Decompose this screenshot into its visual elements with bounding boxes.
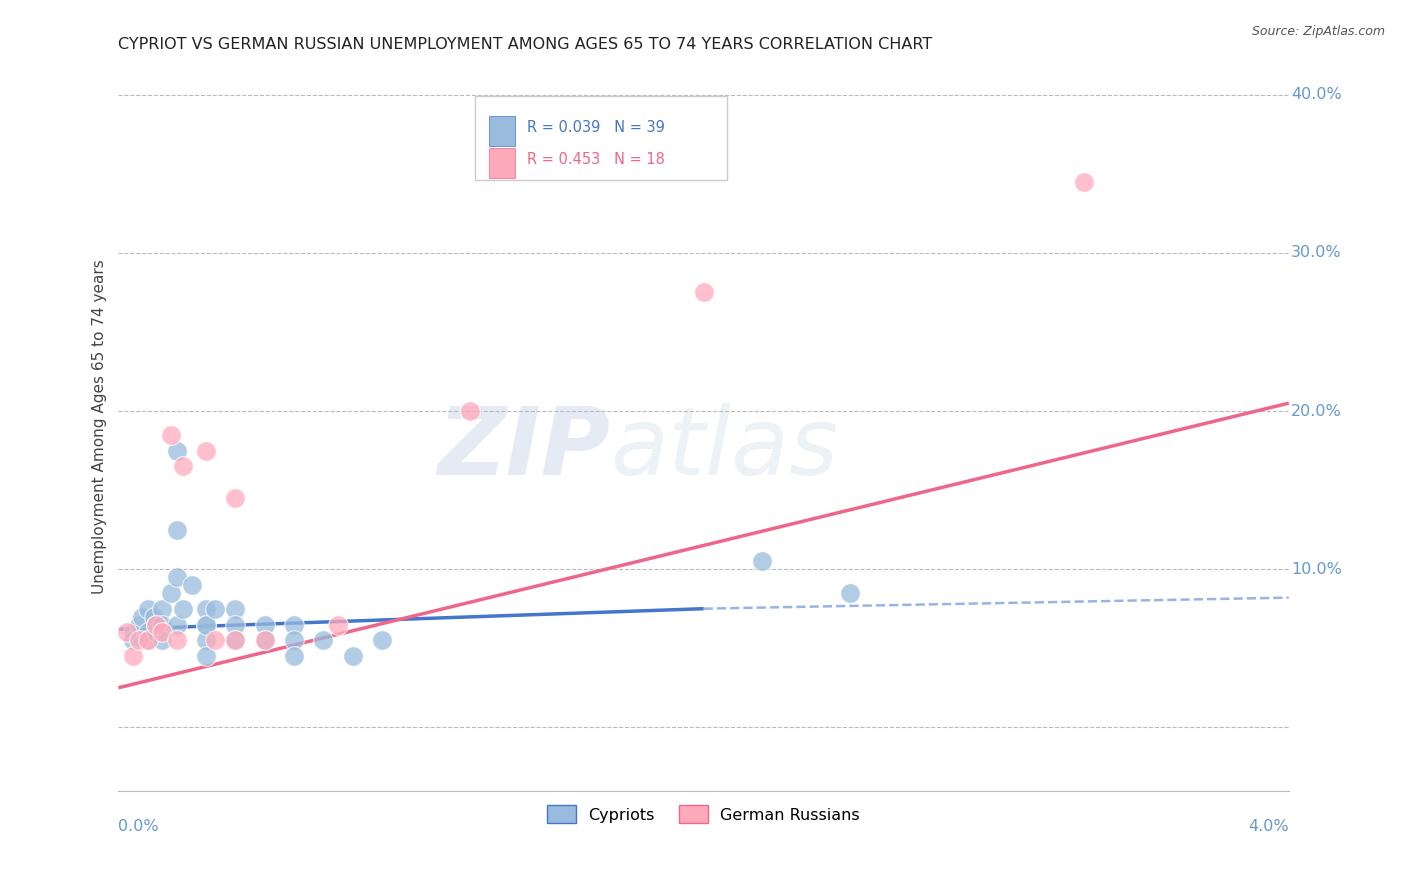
Point [342, 649, 364, 664]
Point [283, 649, 305, 664]
Point [122, 633, 145, 648]
Point [195, 649, 218, 664]
Text: R = 0.453   N = 18: R = 0.453 N = 18 [527, 152, 665, 167]
Point [166, 443, 188, 458]
Point [195, 443, 218, 458]
Point [166, 617, 188, 632]
Point [224, 633, 246, 648]
Point [150, 601, 173, 615]
Point [371, 633, 394, 648]
Point [160, 427, 183, 442]
Text: 30.0%: 30.0% [1291, 245, 1341, 260]
Point [136, 625, 159, 640]
Point [160, 586, 183, 600]
Text: 10.0%: 10.0% [1291, 562, 1341, 576]
Point [458, 404, 481, 418]
Text: atlas: atlas [610, 403, 838, 494]
Point [145, 617, 167, 632]
Point [253, 633, 276, 648]
Point [115, 625, 138, 640]
Text: 4.0%: 4.0% [1249, 819, 1289, 834]
Point [172, 601, 194, 615]
Point [166, 523, 188, 537]
Point [166, 633, 188, 648]
Point [838, 586, 860, 600]
Point [172, 459, 194, 474]
Point [195, 633, 218, 648]
Point [204, 633, 226, 648]
Point [224, 491, 246, 505]
Bar [489, 147, 515, 178]
Text: CYPRIOT VS GERMAN RUSSIAN UNEMPLOYMENT AMONG AGES 65 TO 74 YEARS CORRELATION CHA: CYPRIOT VS GERMAN RUSSIAN UNEMPLOYMENT A… [118, 37, 932, 53]
Point [283, 633, 305, 648]
Text: ZIP: ZIP [437, 402, 610, 495]
Text: 0.0%: 0.0% [118, 819, 159, 834]
Point [253, 633, 276, 648]
Point [195, 617, 218, 632]
Point [204, 601, 226, 615]
Point [136, 633, 159, 648]
Point [136, 601, 159, 615]
Point [195, 617, 218, 632]
Point [128, 617, 150, 632]
Point [180, 578, 202, 592]
Text: 20.0%: 20.0% [1291, 403, 1341, 418]
Point [136, 633, 159, 648]
Point [122, 625, 145, 640]
Point [326, 617, 349, 632]
Point [195, 601, 218, 615]
Point [224, 633, 246, 648]
Bar [489, 116, 515, 146]
Point [150, 625, 173, 640]
Text: Source: ZipAtlas.com: Source: ZipAtlas.com [1251, 25, 1385, 38]
Point [145, 617, 167, 632]
Point [131, 609, 153, 624]
Text: R = 0.039   N = 39: R = 0.039 N = 39 [527, 120, 665, 136]
Point [1073, 175, 1095, 189]
Point [283, 617, 305, 632]
Point [312, 633, 335, 648]
Point [166, 570, 188, 584]
Point [128, 633, 150, 648]
Point [224, 617, 246, 632]
Point [142, 609, 165, 624]
FancyBboxPatch shape [475, 96, 727, 179]
Point [692, 285, 714, 300]
Text: 40.0%: 40.0% [1291, 87, 1341, 103]
Point [150, 633, 173, 648]
Point [751, 554, 773, 568]
Point [224, 601, 246, 615]
Point [122, 649, 145, 664]
Y-axis label: Unemployment Among Ages 65 to 74 years: Unemployment Among Ages 65 to 74 years [93, 260, 107, 594]
Point [253, 617, 276, 632]
Legend: Cypriots, German Russians: Cypriots, German Russians [541, 798, 866, 830]
Point [150, 617, 173, 632]
Point [145, 625, 167, 640]
